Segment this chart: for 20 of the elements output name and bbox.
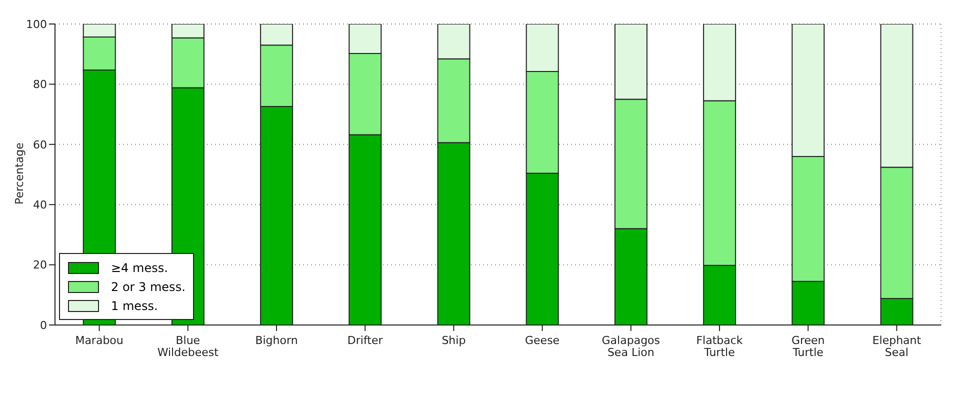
x-tick-label: Galapagos Sea Lion	[602, 334, 660, 359]
legend-label: 1 mess.	[111, 298, 158, 312]
x-tick-label: Flatback Turtle	[696, 334, 744, 359]
x-tick-label: Green Turtle	[791, 334, 825, 359]
y-axis-title: Percentage	[12, 142, 26, 204]
x-tick-label: Bighorn	[255, 334, 298, 347]
legend-label: 2 or 3 mess.	[111, 280, 186, 294]
y-tick-label: 80	[33, 78, 47, 92]
x-tick-label: Geese	[525, 334, 560, 347]
legend-label: ≥4 mess.	[111, 260, 168, 274]
x-tick-label: Drifter	[347, 334, 384, 347]
x-tick-label: Marabou	[75, 334, 124, 347]
y-tick-label: 60	[33, 138, 47, 152]
y-tick-label: 100	[26, 18, 47, 31]
y-tick-label: 20	[33, 258, 47, 272]
x-tick-label: Blue Wildebeest	[157, 334, 220, 359]
y-tick-label: 40	[33, 198, 47, 212]
x-tick-label: Elephant Seal	[872, 334, 922, 359]
y-tick-label: 0	[40, 318, 47, 332]
x-tick-label: Ship	[442, 334, 466, 347]
